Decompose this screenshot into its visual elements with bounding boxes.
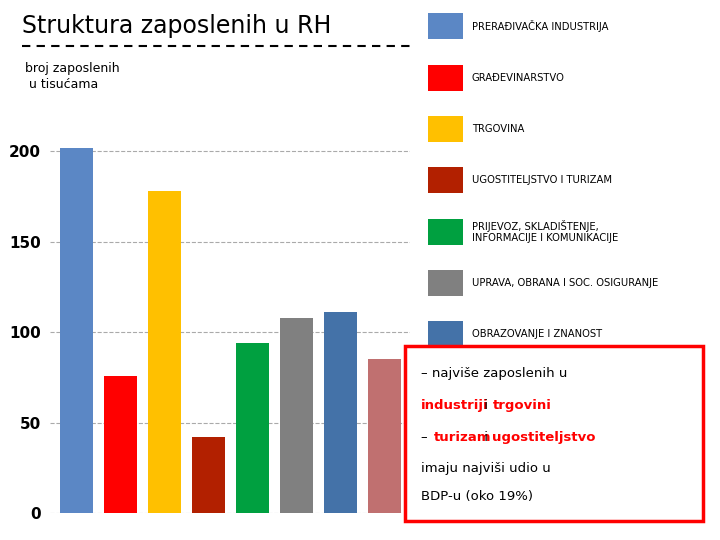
Bar — [60, 148, 93, 513]
Text: GRAĐEVINARSTVO: GRAĐEVINARSTVO — [472, 73, 564, 83]
Text: OBRAZOVANJE I ZNANOST: OBRAZOVANJE I ZNANOST — [472, 329, 602, 339]
Text: industriji: industriji — [421, 399, 489, 411]
Bar — [148, 191, 181, 513]
Bar — [192, 437, 225, 513]
Text: TRGOVINA: TRGOVINA — [472, 124, 524, 134]
Text: PRERAĐIVAČKA INDUSTRIJA: PRERAĐIVAČKA INDUSTRIJA — [472, 21, 608, 32]
Text: PRIJEVOZ, SKLADIŠTENJE,
INFORMACIJE I KOMUNIKACIJE: PRIJEVOZ, SKLADIŠTENJE, INFORMACIJE I KO… — [472, 220, 618, 244]
Text: ugostiteljstvo: ugostiteljstvo — [492, 431, 595, 444]
Bar — [368, 359, 400, 513]
Text: BDP-u (oko 19%): BDP-u (oko 19%) — [421, 490, 534, 503]
Text: i: i — [480, 431, 492, 444]
Text: i: i — [480, 399, 492, 411]
Text: imaju najviši udio u: imaju najviši udio u — [421, 462, 551, 475]
Text: turizam: turizam — [434, 431, 492, 444]
Text: ZDRAVSTVO I SOC. SKRB: ZDRAVSTVO I SOC. SKRB — [472, 381, 595, 390]
Text: – najviše zaposlenih u: – najviše zaposlenih u — [421, 367, 567, 380]
Bar — [104, 375, 137, 513]
Text: –: – — [421, 431, 432, 444]
Bar — [280, 318, 312, 513]
Text: trgovini: trgovini — [493, 399, 552, 411]
Text: u tisućama: u tisućama — [25, 78, 99, 91]
Bar — [236, 343, 269, 513]
Text: UGOSTITELJSTVO I TURIZAM: UGOSTITELJSTVO I TURIZAM — [472, 176, 611, 185]
Bar — [324, 312, 356, 513]
Text: UPRAVA, OBRANA I SOC. OSIGURANJE: UPRAVA, OBRANA I SOC. OSIGURANJE — [472, 278, 658, 288]
Text: Struktura zaposlenih u RH: Struktura zaposlenih u RH — [22, 14, 331, 37]
Text: broj zaposlenih: broj zaposlenih — [25, 62, 120, 75]
